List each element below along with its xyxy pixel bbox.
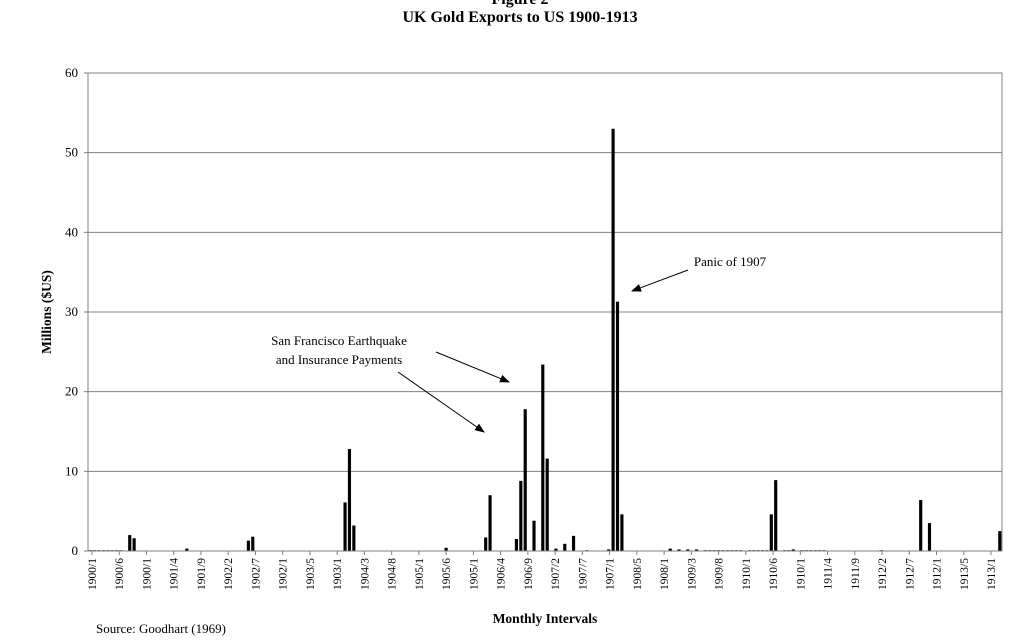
x-tick-label: 1909/8 (714, 558, 726, 590)
annotation-text: San Francisco Earthquake (271, 333, 407, 348)
y-tick-label: 30 (65, 304, 78, 319)
bar (615, 301, 620, 551)
y-tick-label: 50 (65, 145, 78, 160)
bars (88, 128, 1002, 551)
annotation-arrow (435, 351, 510, 383)
y-tick-label: 0 (72, 543, 79, 558)
x-tick-label: 1901/9 (196, 558, 208, 590)
annotation-arrow (397, 371, 485, 433)
x-tick-label: 1910/1 (741, 558, 753, 590)
bar (927, 523, 932, 551)
bar (246, 540, 250, 551)
x-tick-label: 1905/1 (468, 558, 480, 590)
x-tick-label: 1905/1 (414, 558, 426, 590)
bar (347, 449, 352, 551)
bar (444, 547, 448, 551)
bar (563, 543, 567, 551)
bar (668, 548, 672, 551)
bar (545, 458, 549, 551)
x-tick-label: 1907/1 (605, 558, 617, 590)
bar (998, 531, 1002, 551)
y-tick-label: 40 (65, 224, 78, 239)
x-tick-label: 1900/1 (87, 558, 99, 590)
bar (132, 538, 136, 551)
bar (352, 525, 356, 551)
y-tick-label: 20 (65, 384, 78, 399)
annotation-text: and Insurance Payments (276, 352, 402, 367)
bar (128, 535, 132, 551)
x-tick-label: 1900/6 (114, 558, 126, 590)
x-tick-label: 1906/4 (496, 558, 508, 590)
bar (774, 480, 778, 551)
annotation-panic-1907: Panic of 1907 (631, 254, 767, 292)
x-tick-label: 1911/4 (823, 558, 835, 590)
bar (769, 514, 773, 551)
x-tick-label: 1902/1 (278, 558, 290, 590)
annotation-text: Panic of 1907 (694, 254, 767, 269)
x-tick-label: 1904/3 (359, 558, 371, 590)
y-axis-label: Millions ($US) (39, 270, 54, 354)
bar (343, 502, 347, 551)
x-tick-label: 1905/6 (441, 558, 453, 590)
source-note: Source: Goodhart (1969) (96, 621, 226, 636)
x-tick-label: 1907/7 (577, 558, 589, 590)
chart-title: UK Gold Exports to US 1900-1913 (402, 9, 638, 26)
bar (488, 495, 492, 551)
x-tick-label: 1913/1 (986, 558, 998, 590)
y-tick-label: 60 (65, 65, 78, 80)
x-axis-ticks: 1900/1 1900/6 1900/1 1901/4 1901/9 1902/2 1902… (87, 551, 998, 590)
gridlines (88, 152, 1002, 472)
x-axis-label: Monthly Intervals (493, 611, 598, 626)
x-tick-label: 1912/7 (904, 558, 916, 590)
bar (532, 520, 536, 551)
x-tick-label: 1902/7 (251, 558, 263, 590)
bar (620, 514, 624, 551)
x-tick-label: 1910/1 (795, 558, 807, 590)
x-tick-label: 1908/5 (632, 558, 644, 590)
x-tick-label: 1906/9 (523, 558, 535, 590)
x-tick-label: 1900/1 (142, 558, 154, 590)
bar (185, 548, 189, 551)
bar (611, 128, 615, 551)
x-tick-label: 1902/2 (223, 558, 235, 590)
x-tick-label: 1904/8 (387, 558, 399, 590)
bar (514, 539, 519, 551)
bar (523, 409, 527, 551)
bar (677, 549, 681, 551)
x-tick-label: 1909/3 (686, 558, 698, 590)
bar (686, 549, 690, 551)
bar (607, 549, 611, 551)
bar (695, 549, 699, 551)
bar (519, 480, 523, 551)
x-tick-label: 1911/9 (850, 558, 862, 590)
figure-label: Figure 2 (0, 0, 1024, 9)
x-tick-label: 1907/2 (550, 558, 562, 590)
bar (571, 535, 576, 551)
bar (484, 537, 488, 551)
annotation-arrow (631, 269, 689, 292)
x-tick-label: 1910/6 (768, 558, 780, 590)
bar (791, 549, 795, 551)
y-tick-label: 10 (65, 463, 78, 478)
x-tick-label: 1912/2 (877, 558, 889, 590)
x-tick-label: 1903/5 (305, 558, 317, 590)
bar (919, 500, 923, 551)
bar (251, 536, 255, 551)
bar (541, 364, 545, 551)
x-tick-label: 1901/4 (169, 558, 181, 590)
x-tick-label: 1903/1 (332, 558, 344, 590)
x-tick-label: 1912/1 (932, 558, 944, 590)
y-axis-ticks: 0 10 20 30 40 50 60 (65, 65, 88, 558)
plot-frame (87, 72, 1003, 552)
annotation-sf-earthquake: San Francisco Earthquake and Insurance P… (271, 333, 510, 433)
bar (554, 548, 558, 551)
x-tick-label: 1913/5 (959, 558, 971, 590)
x-tick-label: 1908/1 (659, 558, 671, 590)
